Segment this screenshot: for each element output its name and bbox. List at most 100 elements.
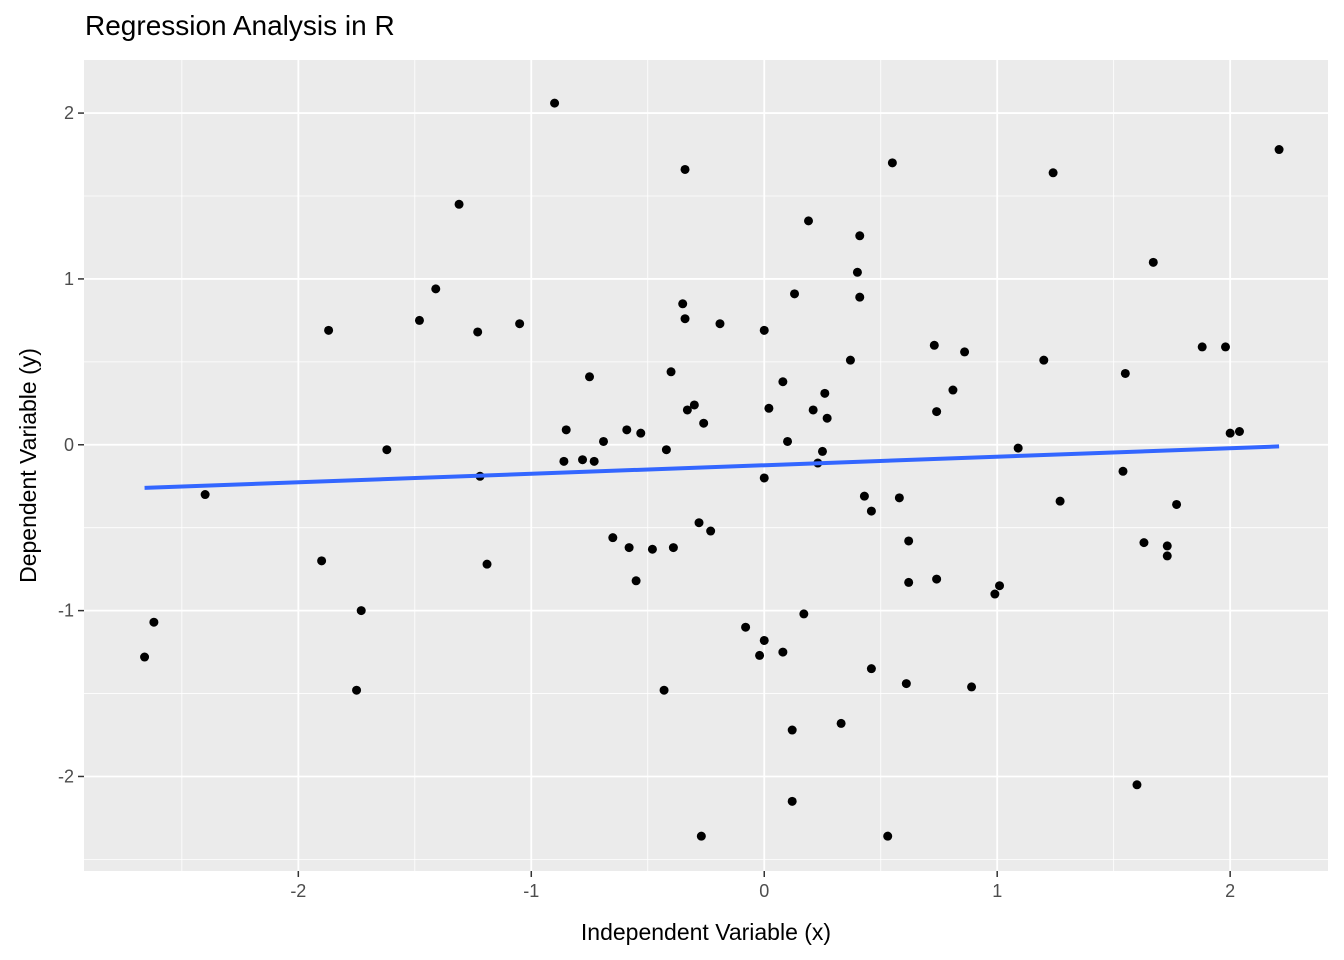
data-point [852, 267, 862, 277]
data-point [866, 506, 876, 516]
data-point [859, 491, 869, 501]
data-point [149, 617, 159, 627]
data-point [668, 543, 678, 553]
data-point [995, 581, 1005, 591]
data-point [836, 718, 846, 728]
data-point [680, 314, 690, 324]
data-point [787, 796, 797, 806]
data-point [1039, 355, 1049, 365]
y-tick-label: -1 [58, 601, 74, 621]
data-point [1139, 538, 1149, 548]
data-point [783, 436, 793, 446]
data-point [855, 231, 865, 241]
y-tick-label: 2 [64, 103, 74, 123]
data-point [755, 650, 765, 660]
data-point [1048, 168, 1058, 178]
data-point [901, 679, 911, 689]
data-point [1162, 551, 1172, 561]
data-point [759, 325, 769, 335]
data-point [715, 319, 725, 329]
data-point [431, 284, 441, 294]
data-point [678, 299, 688, 309]
data-point [589, 456, 599, 466]
data-point [682, 405, 692, 415]
data-point [356, 606, 366, 616]
data-point [929, 340, 939, 350]
data-point [1225, 428, 1235, 438]
data-point [689, 400, 699, 410]
data-point [454, 199, 464, 209]
data-point [636, 428, 646, 438]
data-point [1148, 257, 1158, 267]
data-point [694, 518, 704, 528]
data-point [904, 536, 914, 546]
data-point [866, 664, 876, 674]
data-point [820, 388, 830, 398]
data-point [990, 589, 1000, 599]
data-point [317, 556, 327, 566]
data-point [550, 98, 560, 108]
data-point [855, 292, 865, 302]
data-point [324, 325, 334, 335]
data-point [894, 493, 904, 503]
data-point [1055, 496, 1065, 506]
x-axis-title: Independent Variable (x) [581, 919, 831, 945]
data-point [561, 425, 571, 435]
y-axis-title: Dependent Variable (y) [15, 348, 41, 583]
data-point [1274, 145, 1284, 155]
data-point [578, 455, 588, 465]
x-axis-ticks: -2 -1 0 1 2 [290, 871, 1235, 901]
data-point [352, 685, 362, 695]
regression-line [144, 444, 1280, 490]
data-point [1220, 342, 1230, 352]
data-point [666, 367, 676, 377]
data-point [808, 405, 818, 415]
data-point [382, 445, 392, 455]
data-point [804, 216, 814, 226]
data-point [515, 319, 525, 329]
data-point [482, 559, 492, 569]
data-point [1234, 427, 1244, 437]
data-point [932, 574, 942, 584]
x-tick-label: 0 [759, 881, 769, 901]
minor-gridlines [84, 60, 1328, 871]
data-point [787, 725, 797, 735]
y-tick-label: 1 [64, 269, 74, 289]
data-point [764, 403, 774, 413]
data-point [696, 831, 706, 841]
data-point [960, 347, 970, 357]
data-point [661, 445, 671, 455]
data-point [200, 490, 210, 500]
data-point [759, 473, 769, 483]
x-tick-label: -2 [290, 881, 306, 901]
data-point [1197, 342, 1207, 352]
data-point [817, 446, 827, 456]
data-point [759, 635, 769, 645]
data-point [1120, 368, 1130, 378]
major-gridlines [84, 60, 1328, 871]
data-point [887, 158, 897, 168]
data-point [778, 377, 788, 387]
y-tick-label: -2 [58, 766, 74, 786]
data-point [1013, 443, 1023, 453]
data-point [1162, 541, 1172, 551]
data-point [883, 831, 893, 841]
data-point [608, 533, 618, 543]
data-point [414, 315, 424, 325]
data-point [585, 372, 595, 382]
x-tick-label: 2 [1225, 881, 1235, 901]
data-point [622, 425, 632, 435]
data-point [473, 327, 483, 337]
data-point [932, 407, 942, 417]
data-point [680, 164, 690, 174]
data-point [822, 413, 832, 423]
chart-title: Regression Analysis in R [85, 10, 395, 41]
data-point [140, 652, 150, 662]
data-point [631, 576, 641, 586]
data-point [647, 544, 657, 554]
data-point [1132, 780, 1142, 790]
data-point [559, 456, 569, 466]
data-point [948, 385, 958, 395]
data-point [845, 355, 855, 365]
